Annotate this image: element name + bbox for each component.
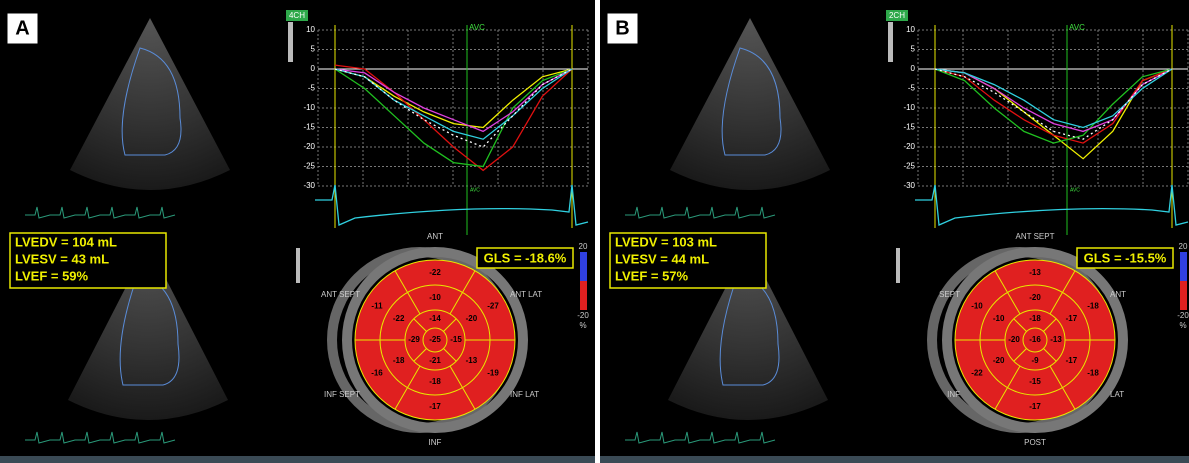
gls-value: GLS = -15.5% <box>1084 250 1167 265</box>
segment-value: -22 <box>971 369 983 378</box>
measurement: LVESV = 44 mL <box>615 251 709 266</box>
segment-value: -18 <box>1087 369 1099 378</box>
segment-value: -18 <box>393 356 405 365</box>
y-tick-label: -10 <box>303 103 315 112</box>
measurement: LVEF = 57% <box>615 268 689 283</box>
segment-value: -13 <box>1050 335 1062 344</box>
segment-value: -20 <box>1029 293 1041 302</box>
y-tick-label: -20 <box>903 142 915 151</box>
segment-value: -25 <box>429 335 441 344</box>
y-tick-label: -5 <box>908 84 916 93</box>
segment-value: -19 <box>487 369 499 378</box>
panel-letter: A <box>15 17 29 39</box>
measurement: LVESV = 43 mL <box>15 251 109 266</box>
segment-value: -22 <box>393 314 405 323</box>
colorbar-label: -20 <box>577 311 589 320</box>
colorbar-label: % <box>1179 321 1186 330</box>
segment-value: -17 <box>1066 356 1078 365</box>
segment-value: -21 <box>429 356 441 365</box>
status-bar <box>0 456 595 463</box>
panel-letter: B <box>615 17 629 39</box>
colorbar-label: -20 <box>1177 311 1189 320</box>
colorbar-blue <box>1180 252 1187 281</box>
segment-value: -18 <box>429 377 441 386</box>
y-tick-label: 0 <box>911 64 916 73</box>
colorbar-label: 20 <box>579 242 588 251</box>
segment-value: -29 <box>408 335 420 344</box>
screenshot: A LVEDV = 104 mL LVESV = 43 mL LVEF = 59% 4C… <box>0 0 1189 463</box>
grayscale-bar <box>888 22 893 62</box>
segment-value: -16 <box>1029 335 1041 344</box>
segment-value: -16 <box>371 369 383 378</box>
segment-value: -11 <box>371 302 383 311</box>
segment-value: -14 <box>429 314 441 323</box>
y-tick-label: -30 <box>303 181 315 190</box>
segment-label: INF SEPT <box>324 390 360 399</box>
y-tick-label: 5 <box>911 45 916 54</box>
y-tick-label: 10 <box>306 25 315 34</box>
colorbar-label: 20 <box>1179 242 1188 251</box>
grayscale-bar <box>896 248 900 283</box>
segment-label: INF LAT <box>510 390 539 399</box>
avc-label: AVC <box>469 23 485 32</box>
y-tick-label: -10 <box>903 103 915 112</box>
segment-label: ANT <box>1110 290 1126 299</box>
segment-value: -10 <box>993 314 1005 323</box>
y-tick-label: -5 <box>308 84 316 93</box>
view-label: 4CH <box>289 11 305 20</box>
segment-value: -13 <box>1029 268 1041 277</box>
colorbar-blue <box>580 252 587 281</box>
y-tick-label: -15 <box>903 123 915 132</box>
segment-value: -27 <box>487 302 499 311</box>
y-tick-label: -20 <box>303 142 315 151</box>
segment-label: LAT <box>1110 390 1124 399</box>
segment-value: -17 <box>1029 402 1041 411</box>
y-tick-label: -15 <box>303 123 315 132</box>
colorbar-red <box>580 281 587 310</box>
y-tick-label: -30 <box>903 181 915 190</box>
colorbar-label: % <box>579 321 586 330</box>
y-tick-label: 10 <box>906 25 915 34</box>
segment-value: -22 <box>429 268 441 277</box>
segment-value: -17 <box>1066 314 1078 323</box>
measurement: LVEDV = 104 mL <box>15 234 117 249</box>
segment-label: INF <box>947 390 960 399</box>
segment-label: SEPT <box>939 290 960 299</box>
avc-label-small: AVC <box>470 187 480 193</box>
status-bar <box>600 456 1189 463</box>
gls-value: GLS = -18.6% <box>484 250 567 265</box>
segment-value: -15 <box>450 335 462 344</box>
avc-label-small: AVC <box>1070 187 1080 193</box>
avc-label: AVC <box>1069 23 1085 32</box>
y-tick-label: -25 <box>903 162 915 171</box>
segment-value: -10 <box>971 302 983 311</box>
segment-value: -20 <box>466 314 478 323</box>
segment-label: ANT <box>427 232 443 241</box>
segment-value: -18 <box>1087 302 1099 311</box>
segment-value: -20 <box>993 356 1005 365</box>
segment-label: ANT SEPT <box>1016 232 1055 241</box>
segment-value: -13 <box>466 356 478 365</box>
segment-label: POST <box>1024 438 1046 447</box>
colorbar-red <box>1180 281 1187 310</box>
segment-label: ANT SEPT <box>321 290 360 299</box>
measurement: LVEF = 59% <box>15 268 89 283</box>
segment-value: -17 <box>429 402 441 411</box>
y-tick-label: 0 <box>311 64 316 73</box>
measurement: LVEDV = 103 mL <box>615 234 717 249</box>
grayscale-bar <box>296 248 300 283</box>
segment-label: INF <box>429 438 442 447</box>
segment-value: -18 <box>1029 314 1041 323</box>
view-label: 2CH <box>889 11 905 20</box>
segment-value: -20 <box>1008 335 1020 344</box>
y-tick-label: -25 <box>303 162 315 171</box>
segment-value: -15 <box>1029 377 1041 386</box>
segment-value: -9 <box>1031 356 1039 365</box>
y-tick-label: 5 <box>311 45 316 54</box>
segment-label: ANT LAT <box>510 290 542 299</box>
grayscale-bar <box>288 22 293 62</box>
segment-value: -10 <box>429 293 441 302</box>
